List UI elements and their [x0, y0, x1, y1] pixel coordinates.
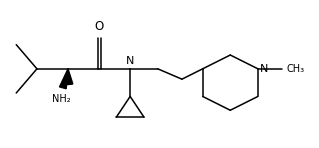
Text: O: O	[94, 20, 104, 33]
Text: N: N	[126, 56, 134, 66]
Text: NH₂: NH₂	[52, 94, 70, 104]
Polygon shape	[67, 69, 73, 85]
Text: CH₃: CH₃	[286, 64, 304, 74]
Text: N: N	[260, 64, 269, 74]
Polygon shape	[60, 69, 68, 89]
